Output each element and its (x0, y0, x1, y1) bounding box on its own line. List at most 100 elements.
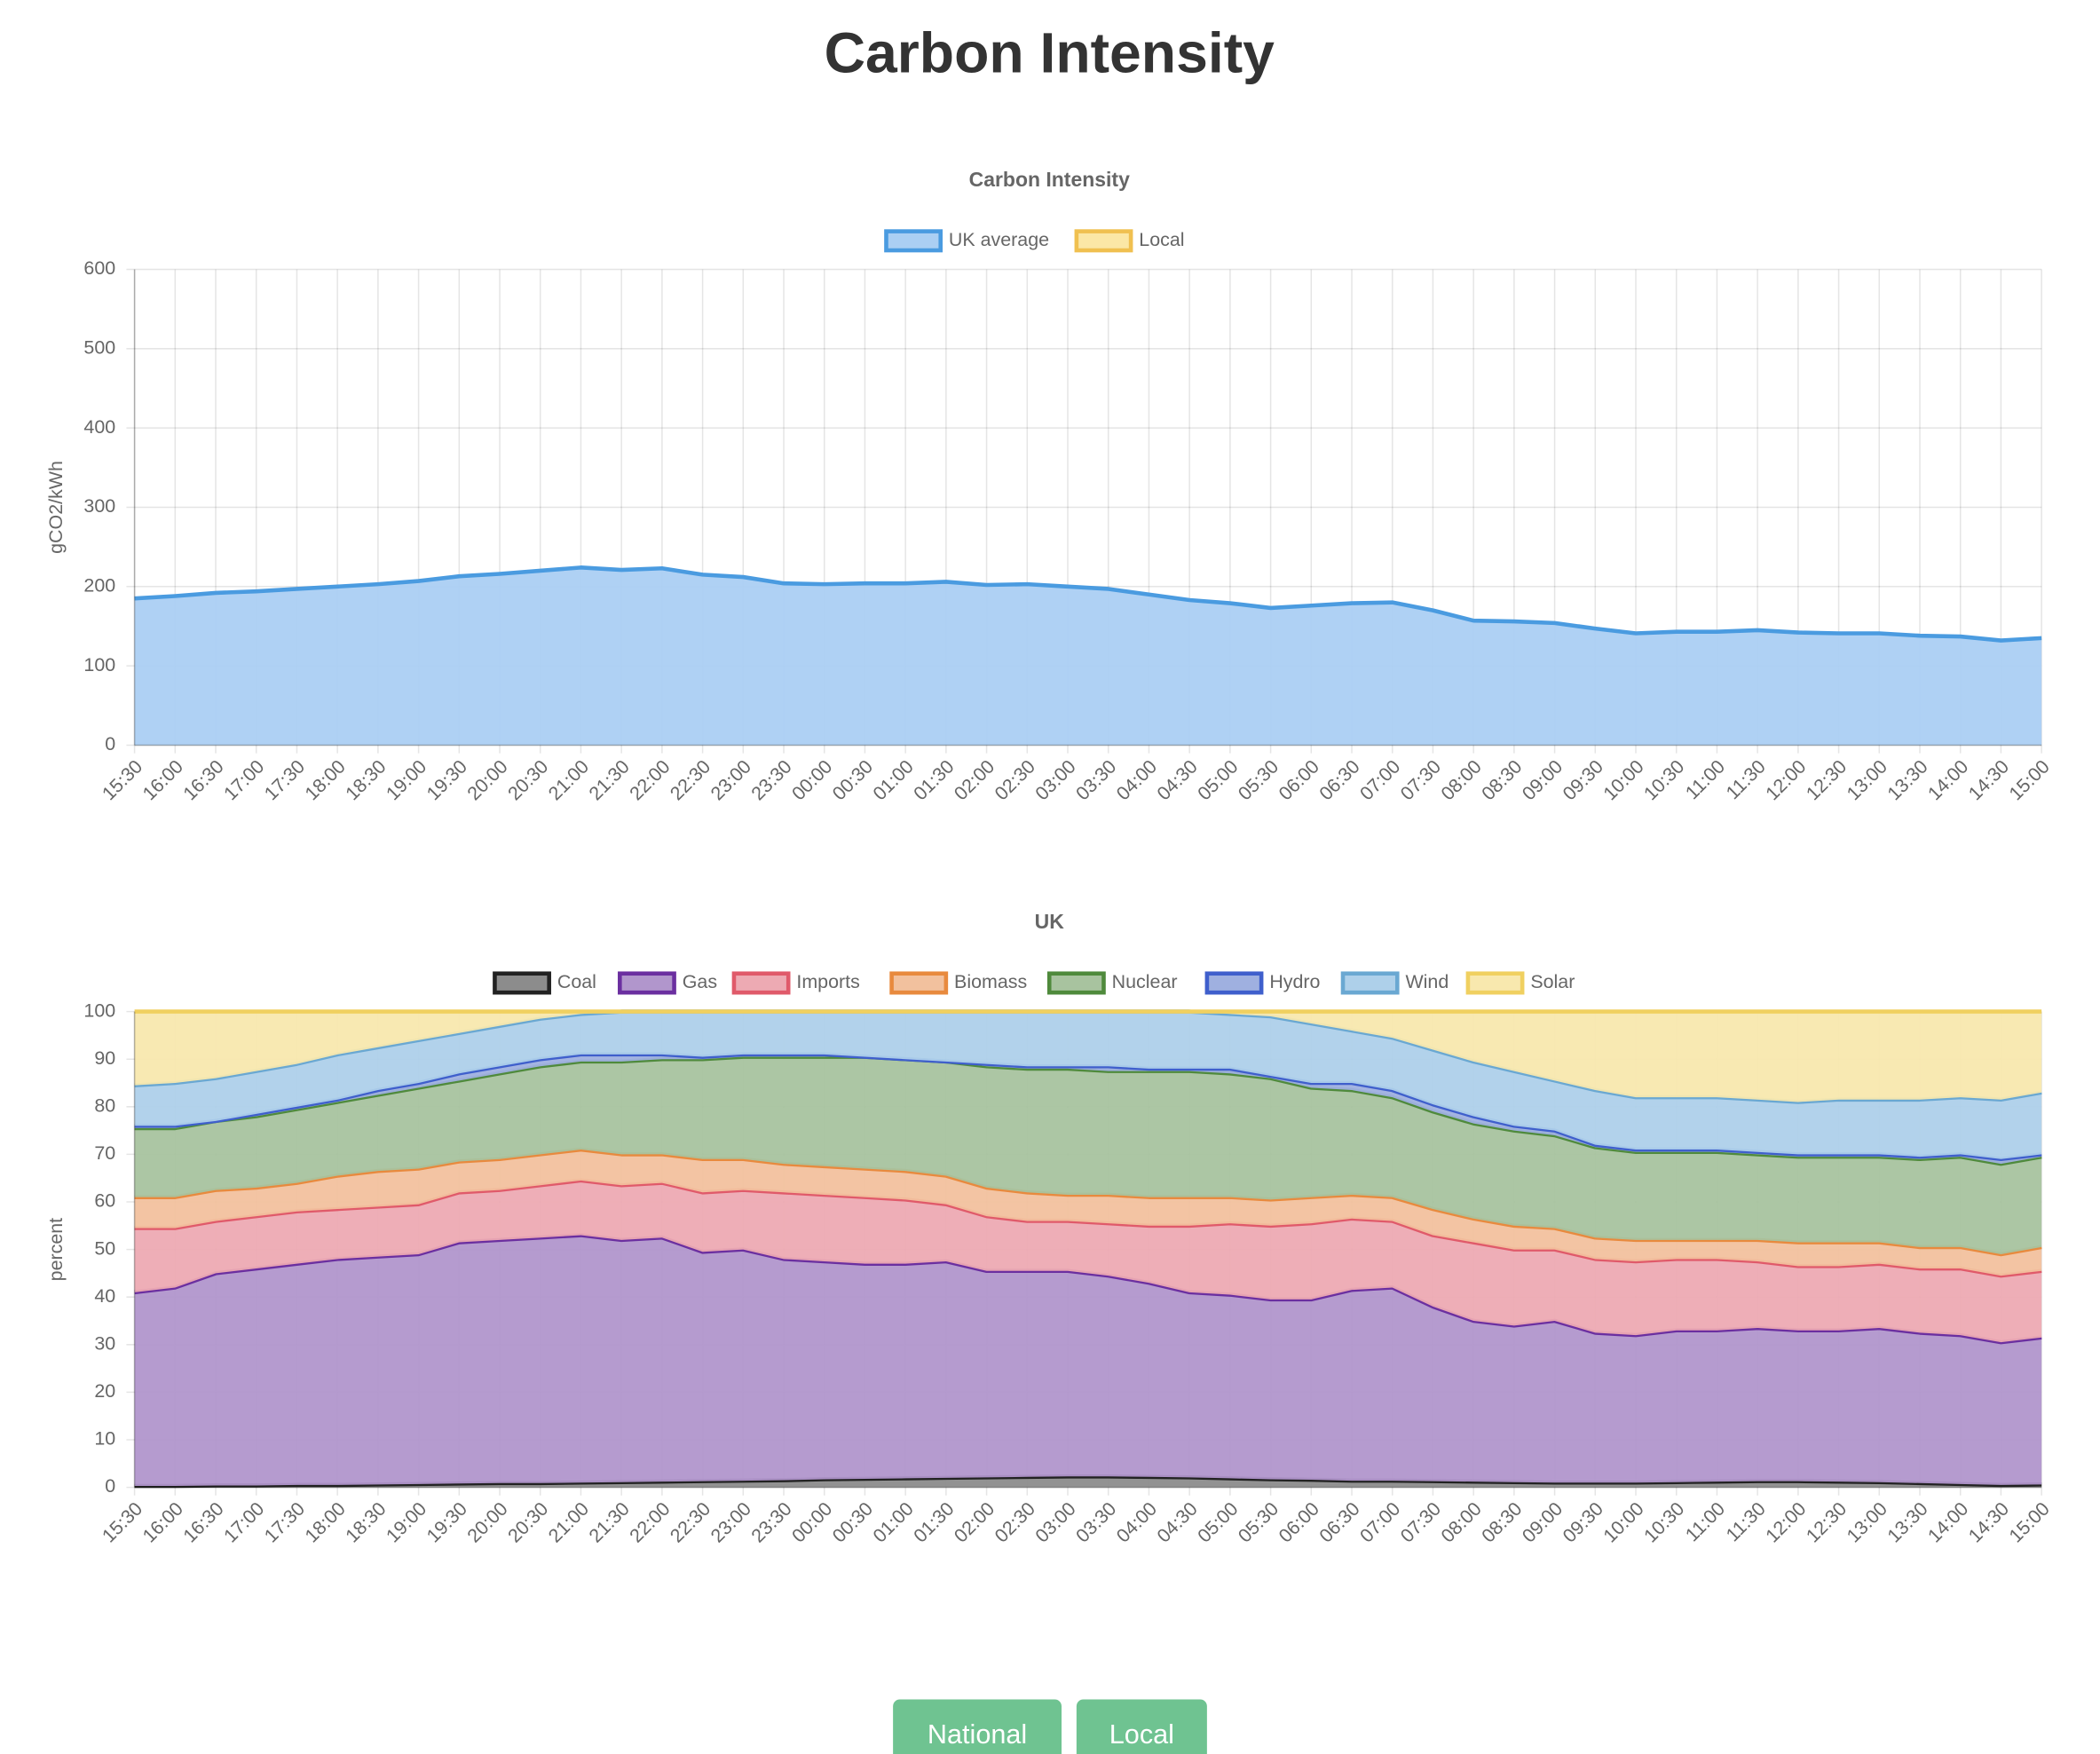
x-tick-label: 04:00 (1112, 755, 1161, 804)
x-tick-label: 09:00 (1518, 1498, 1567, 1547)
x-tick-label: 12:30 (1802, 755, 1851, 804)
x-tick-label: 09:30 (1559, 1498, 1607, 1547)
x-tick-label: 22:30 (666, 1498, 714, 1547)
x-tick-label: 08:00 (1437, 755, 1486, 804)
y-tick-label: 20 (94, 1380, 115, 1402)
x-tick-label: 06:00 (1275, 755, 1323, 804)
x-tick-label: 08:30 (1478, 1498, 1527, 1547)
x-tick-label: 19:30 (422, 1498, 471, 1547)
x-tick-label: 13:30 (1883, 755, 1932, 804)
x-tick-label: 16:00 (138, 755, 187, 804)
x-tick-label: 15:00 (2005, 755, 2054, 804)
x-tick-label: 15:30 (98, 755, 146, 804)
x-tick-label: 05:30 (1234, 755, 1283, 804)
button-bg[interactable] (1076, 1699, 1207, 1754)
y-tick-label: 70 (94, 1142, 115, 1164)
x-tick-label: 02:30 (991, 755, 1039, 804)
legend-label: Gas (683, 971, 717, 992)
x-tick-label: 03:30 (1072, 1498, 1121, 1547)
button-national[interactable]: National (893, 1699, 1062, 1754)
x-tick-label: 23:00 (707, 755, 755, 804)
x-tick-label: 11:00 (1681, 755, 1729, 803)
x-tick-label: 16:30 (179, 1498, 228, 1547)
x-tick-label: 21:30 (585, 1498, 634, 1547)
x-tick-label: 21:30 (585, 755, 634, 804)
area-fill (134, 1054, 2042, 1165)
x-tick-label: 02:00 (950, 1498, 999, 1547)
x-tick-label: 21:00 (544, 1498, 593, 1547)
x-tick-label: 03:30 (1072, 755, 1121, 804)
x-tick-label: 13:00 (1843, 1498, 1891, 1547)
x-tick-label: 03:00 (1031, 755, 1080, 804)
x-tick-label: 18:00 (301, 1498, 350, 1547)
x-tick-label: 17:30 (260, 1498, 309, 1547)
x-tick-label: 07:30 (1396, 755, 1445, 804)
x-tick-label: 18:30 (342, 1498, 391, 1547)
y-tick-label: 50 (94, 1237, 115, 1259)
legend-swatch (1204, 971, 1264, 995)
x-tick-label: 13:30 (1883, 1498, 1932, 1547)
y-tick-label: 80 (94, 1094, 115, 1116)
button-local[interactable]: Local (1076, 1699, 1207, 1754)
legend-swatch (618, 971, 676, 995)
button-label[interactable]: National (928, 1719, 1027, 1750)
x-tick-label: 22:30 (666, 755, 714, 804)
x-tick-label: 18:00 (301, 755, 350, 804)
y-tick-label: 0 (105, 1475, 115, 1497)
x-tick-label: 14:30 (1964, 1498, 2013, 1547)
legend-label: UK average (949, 229, 1049, 250)
area-fill (134, 1180, 2042, 1343)
x-tick-label: 04:30 (1153, 755, 1202, 804)
x-tick-label: 11:30 (1722, 1498, 1770, 1546)
x-tick-label: 12:00 (1762, 755, 1811, 804)
x-tick-label: 15:30 (98, 1498, 146, 1547)
legend-swatch (884, 229, 943, 253)
button-bg[interactable] (893, 1699, 1062, 1754)
area-fill (134, 567, 2042, 746)
legend-label: Local (1139, 229, 1184, 250)
x-tick-label: 04:00 (1112, 1498, 1161, 1547)
x-tick-label: 10:00 (1599, 1498, 1648, 1547)
y-tick-label: 40 (94, 1285, 115, 1307)
x-tick-label: 16:30 (179, 755, 228, 804)
y-tick-label: 30 (94, 1332, 115, 1354)
legend-swatch (1465, 971, 1525, 995)
button-label[interactable]: Local (1109, 1719, 1174, 1750)
legend-swatch (1046, 971, 1106, 995)
x-tick-label: 17:00 (220, 755, 269, 804)
series-line (134, 565, 2042, 643)
legend-swatch (731, 971, 791, 995)
x-tick-label: 06:30 (1315, 755, 1364, 804)
x-tick-label: 09:30 (1559, 755, 1607, 804)
x-tick-label: 05:30 (1234, 1498, 1283, 1547)
x-tick-label: 00:30 (828, 755, 877, 804)
x-tick-label: 22:00 (626, 755, 675, 804)
x-tick-label: 23:00 (707, 1498, 755, 1547)
x-tick-label: 00:00 (788, 1498, 837, 1547)
x-tick-label: 04:30 (1153, 1498, 1202, 1547)
x-tick-label: 07:30 (1396, 1498, 1445, 1547)
x-tick-label: 07:00 (1356, 755, 1405, 804)
x-tick-label: 01:00 (869, 1498, 918, 1547)
area-fill (134, 1150, 2042, 1276)
x-tick-label: 03:00 (1031, 1498, 1080, 1547)
y-tick-label: 400 (83, 416, 115, 438)
x-tick-label: 00:00 (788, 755, 837, 804)
x-tick-label: 09:00 (1518, 755, 1567, 804)
x-tick-label: 07:00 (1356, 1498, 1405, 1547)
x-tick-label: 10:00 (1599, 755, 1648, 804)
x-tick-label: 17:30 (260, 755, 309, 804)
page-title: Carbon Intensity (825, 21, 1275, 85)
x-tick-label: 01:30 (910, 755, 959, 804)
x-tick-label: 12:30 (1802, 1498, 1851, 1547)
chart-title: Carbon Intensity (969, 168, 1130, 191)
x-tick-label: 10:30 (1640, 755, 1689, 804)
x-tick-label: 10:30 (1640, 1498, 1689, 1547)
legend-label: Imports (796, 971, 859, 992)
legend-label: Nuclear (1112, 971, 1178, 992)
x-tick-label: 02:00 (950, 755, 999, 804)
y-tick-label: 500 (83, 336, 115, 358)
x-tick-label: 12:00 (1762, 1498, 1811, 1547)
area-fill (134, 1011, 2042, 1102)
x-tick-label: 15:00 (2005, 1498, 2054, 1547)
